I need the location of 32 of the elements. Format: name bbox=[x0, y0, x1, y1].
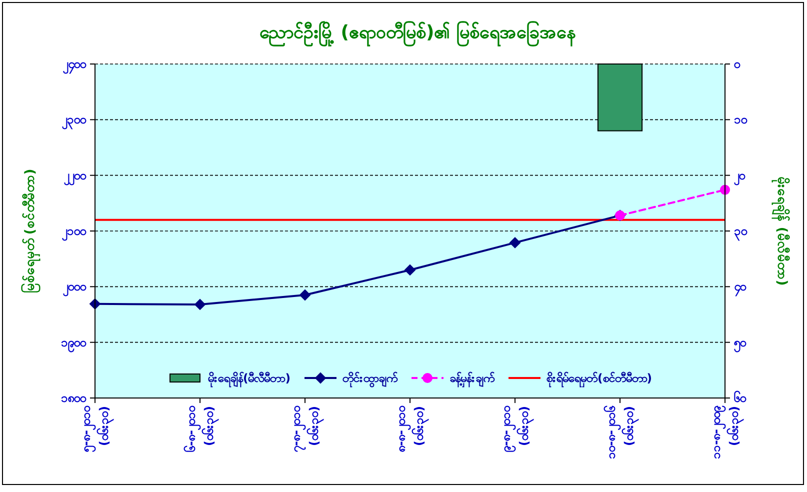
y-tick-label: ၂၀၀၀ bbox=[62, 280, 87, 298]
y-tick-label: ၁၉၀၀ bbox=[61, 335, 87, 354]
point bbox=[510, 237, 520, 248]
y2-tick-label: ၁၀ bbox=[734, 112, 748, 127]
y2-tick-label: ၄၀ bbox=[733, 280, 747, 298]
legend-label: တိုင်းထွာချက် bbox=[342, 371, 398, 388]
x-tick-label: ၈-၈-၂၀၁၀ (၀၆း၃၀) bbox=[394, 405, 430, 453]
y-tick-label: ၁၈၀၀ bbox=[61, 391, 87, 405]
y-tick-label: ၂၃၀၀ bbox=[61, 112, 87, 131]
point bbox=[300, 290, 310, 301]
x-tick-label: ၁၀-၈-၂၀၁၆ (၀၆း၃၀) bbox=[602, 405, 640, 459]
y-tick-label: ၂၁၀၀ bbox=[61, 224, 87, 242]
y2-axis-title: မိုးရေချိန် (မီလီမီတာ) bbox=[771, 176, 791, 286]
legend-label: စိုးရိမ်ရေမှတ်(စင်တီမီတာ) bbox=[546, 371, 652, 388]
y-tick-label: ၂၂၀၀ bbox=[63, 168, 87, 186]
x-tick-label: ၉-၈-၂၀၁၀ (၀၆း၃၀) bbox=[499, 405, 535, 453]
y2-tick-label: ၂၀ bbox=[733, 168, 746, 186]
legend-label: မိုးရေချိန်(မီလီမီတာ) bbox=[206, 371, 290, 388]
y-axis-title: မြစ်ရေမှတ် (စင်တီမီတာ) bbox=[20, 168, 41, 294]
y2-tick-label: ၃၀ bbox=[734, 224, 748, 242]
y2-tick-label: ၅၀ bbox=[733, 335, 747, 354]
y2-tick-label: ၀ bbox=[733, 57, 741, 71]
y-tick-label: ၂၄၀၀ bbox=[62, 57, 87, 75]
x-tick-label: ၅-၈-၂၀၁၀ (၀၆း၃၀) bbox=[79, 405, 115, 453]
x-tick-label: ၆-၈-၂၀၁၀ (၀၆း၃၀) bbox=[182, 405, 220, 453]
point bbox=[404, 264, 416, 276]
x-tick-label: ၇-၈-၂၀၁၀ (၀၆း၃၀) bbox=[289, 405, 325, 453]
chart-title: ညောင်ဦးမြို့ (ဧရာဝတီမြစ်)၏ မြစ်ရေအခြေအနေ bbox=[260, 20, 576, 47]
x-tick-label: ၁၁-၈-၂၀၀၉ (၀၆း၃၀) bbox=[709, 405, 745, 459]
legend-label: ခန့်မှန်းချက် bbox=[450, 371, 496, 388]
point bbox=[194, 298, 206, 310]
y2-tick-label: ၆၀ bbox=[733, 389, 747, 405]
